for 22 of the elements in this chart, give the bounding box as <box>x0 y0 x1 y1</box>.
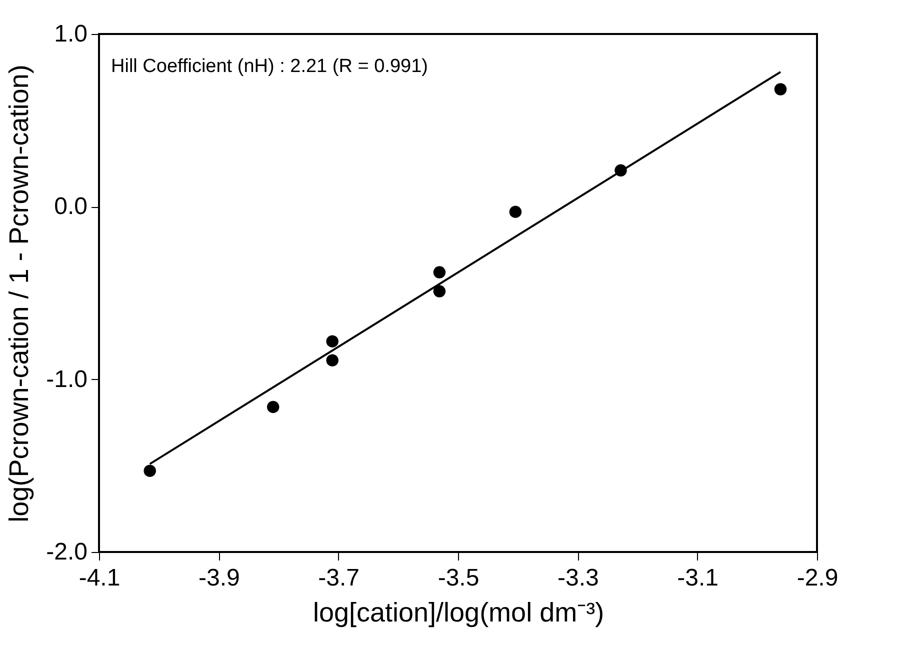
y-tick-label: 1.0 <box>54 20 88 48</box>
x-tick-label: -3.9 <box>198 564 240 592</box>
point <box>774 83 787 96</box>
x-tick-label: -3.3 <box>557 564 599 592</box>
point <box>326 335 338 348</box>
y-tick-label: 0.0 <box>54 193 88 220</box>
point <box>266 400 280 414</box>
point <box>433 285 446 298</box>
x-tick-label: -3.5 <box>438 564 480 592</box>
point <box>144 464 156 477</box>
point <box>433 266 446 278</box>
x-tick-label: -3.1 <box>677 564 719 592</box>
annotation: Hill Coefficient (nH) : 2.21 (R = 0.991) <box>111 56 428 77</box>
y-tick-label: -2.0 <box>46 538 88 566</box>
y-tick-label: -1.0 <box>46 366 88 393</box>
y-axis-title: log(Pcrown-cation / 1 - Pcrown-cation) <box>4 64 34 522</box>
x-tick-label: -2.9 <box>796 564 838 592</box>
x-tick-label: -4.1 <box>78 564 120 592</box>
x-axis-title: log[cation]/log(mol dm⁻³) <box>312 598 604 628</box>
point <box>509 206 522 218</box>
point <box>326 354 338 366</box>
x-tick-label: -3.7 <box>318 564 360 592</box>
